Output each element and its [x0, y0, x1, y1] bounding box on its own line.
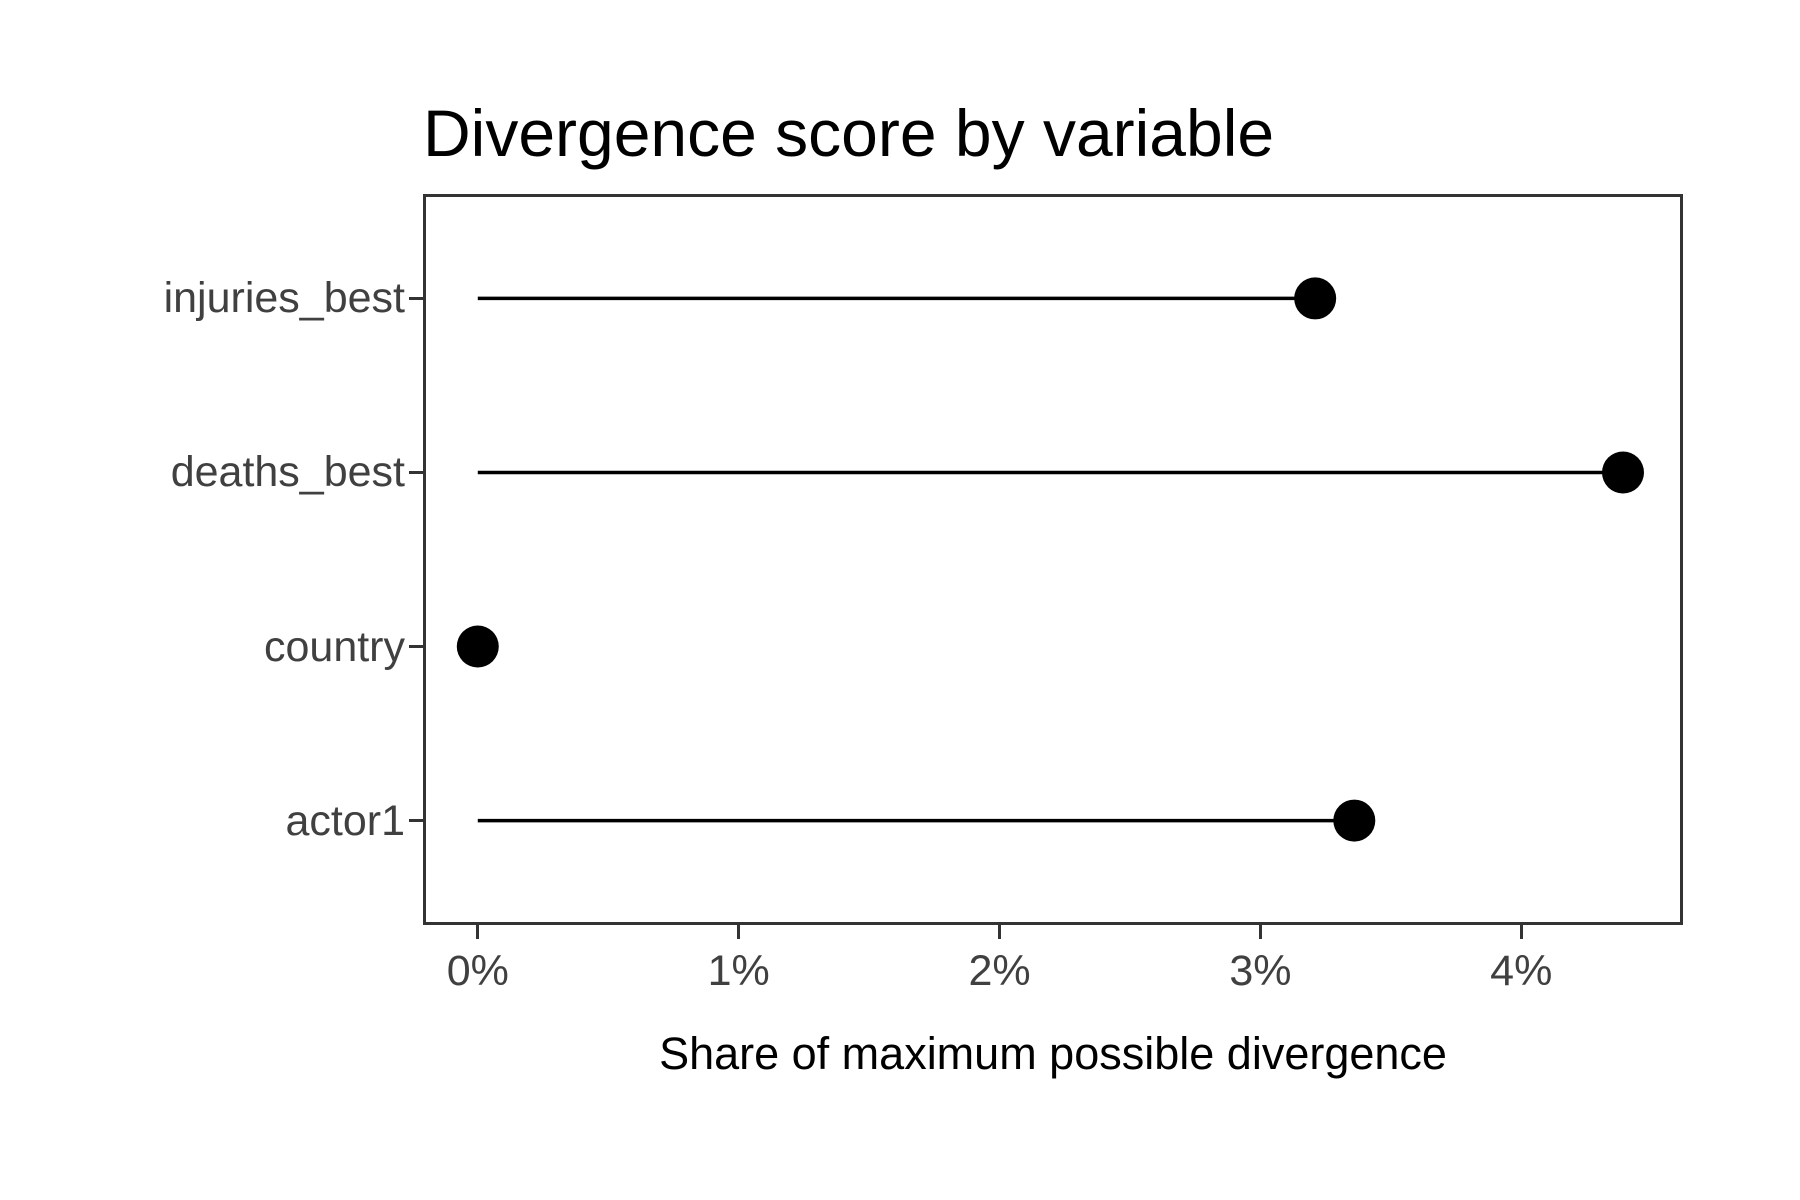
x-axis-tick [998, 925, 1002, 939]
y-axis-label: actor1 [285, 796, 405, 845]
x-axis-tick-label: 2% [968, 947, 1031, 995]
y-axis-label: injuries_best [163, 274, 405, 323]
x-axis-tick-label: 4% [1490, 947, 1553, 995]
x-axis-title: Share of maximum possible divergence [659, 1028, 1447, 1079]
y-axis-label: deaths_best [170, 448, 405, 497]
y-axis-tick [409, 296, 423, 300]
x-axis-tick [1258, 925, 1262, 939]
y-axis-tick [409, 819, 423, 823]
y-axis-tick [409, 470, 423, 474]
lollipop-dot [456, 625, 499, 668]
y-axis-label: country [263, 622, 405, 671]
lollipop-dot [1333, 799, 1376, 842]
x-axis-tick-label: 3% [1229, 947, 1292, 995]
lollipop-dot [1602, 451, 1644, 494]
panel-border [423, 194, 1683, 925]
lollipop-dot [1294, 277, 1337, 320]
x-axis-tick-label: 1% [707, 947, 770, 995]
chart-title: Divergence score by variable [423, 96, 1275, 170]
y-axis-tick [409, 645, 423, 649]
x-axis-tick [476, 925, 480, 939]
x-axis-tick [737, 925, 741, 939]
x-axis-tick [1519, 925, 1523, 939]
plot-panel [423, 194, 1683, 925]
x-axis-tick-label: 0% [446, 947, 509, 995]
